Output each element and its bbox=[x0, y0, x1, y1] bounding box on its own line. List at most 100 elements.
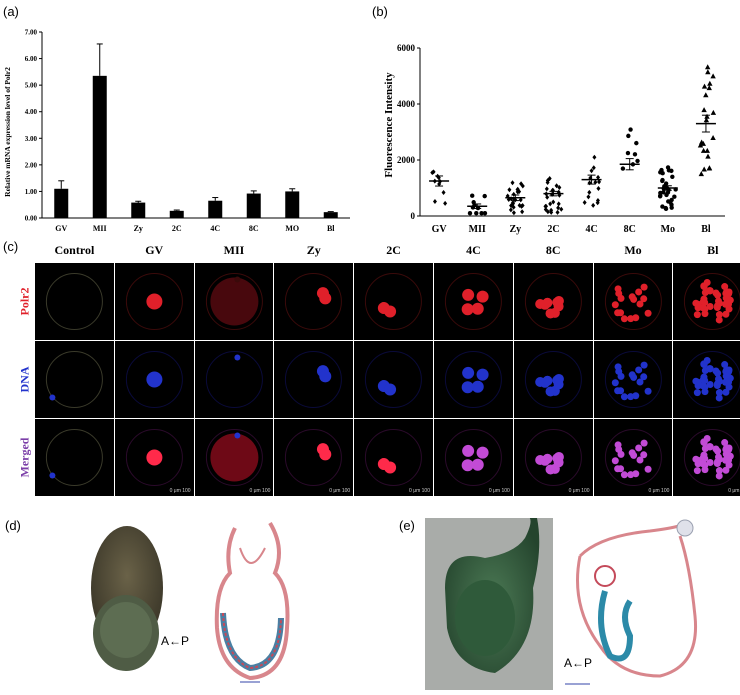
section-d-svg bbox=[214, 521, 290, 683]
point-Zy bbox=[520, 203, 525, 209]
nucleus bbox=[722, 466, 730, 474]
point-MII bbox=[479, 211, 484, 216]
y-tick-label-a: 3.00 bbox=[25, 135, 38, 143]
x-tick-label-8C: 8C bbox=[624, 224, 636, 235]
bar-Zy bbox=[131, 202, 146, 218]
x-tick-label-Zy: Zy bbox=[509, 224, 521, 235]
column-header-mo: Mo bbox=[624, 243, 642, 257]
nucleus bbox=[694, 311, 702, 319]
panel-label-b: (b) bbox=[372, 4, 388, 19]
nucleus bbox=[716, 467, 724, 475]
nucleus bbox=[628, 293, 636, 301]
image-cell-dna-gv bbox=[114, 341, 194, 418]
point-Zy bbox=[510, 180, 515, 186]
cell-svg bbox=[524, 273, 582, 330]
nucleus bbox=[628, 449, 636, 457]
nucleus bbox=[716, 311, 724, 319]
oocyte-outline bbox=[604, 351, 662, 408]
point-Bl bbox=[707, 80, 713, 86]
cell-svg bbox=[684, 273, 740, 330]
scatter-chart-b: 0 2000 4000 6000 GV MII Zy 2C 4C 8C Mo Bl Fluoresce… bbox=[383, 43, 725, 235]
image-cell-dna-2c bbox=[354, 341, 433, 418]
nucleus bbox=[714, 291, 722, 299]
cell-svg bbox=[45, 273, 103, 330]
point-Mo bbox=[658, 190, 663, 196]
y-tick-label-a: 0.00 bbox=[25, 215, 38, 223]
oocyte-outline bbox=[365, 273, 423, 330]
point-GV bbox=[443, 200, 448, 206]
point-2C bbox=[545, 194, 550, 200]
point-Mo bbox=[669, 197, 674, 203]
nucleus bbox=[462, 366, 475, 379]
nucleus bbox=[461, 303, 474, 316]
point-4C bbox=[592, 154, 597, 160]
point-MII bbox=[470, 193, 475, 198]
oocyte-outline bbox=[125, 429, 183, 486]
image-cell-merged-control bbox=[35, 419, 114, 496]
point-Mo bbox=[672, 194, 677, 199]
nucleus bbox=[209, 277, 258, 326]
nucleus bbox=[49, 472, 56, 479]
point-Zy bbox=[511, 201, 516, 207]
nucleus bbox=[461, 381, 474, 394]
nucleus bbox=[209, 433, 258, 482]
oocyte-outline bbox=[604, 273, 662, 330]
oocyte-outline bbox=[524, 273, 582, 330]
x-tick-label-Mo: Mo bbox=[661, 224, 675, 235]
point-GV bbox=[441, 189, 446, 195]
nucleus bbox=[146, 293, 163, 310]
column-header-control: Control bbox=[54, 243, 95, 257]
point-Bl bbox=[706, 85, 712, 91]
point-Zy bbox=[511, 204, 516, 210]
scale-bar-label: 0 μm 100 bbox=[329, 488, 351, 494]
nucleus bbox=[617, 372, 625, 380]
x-tick-label-GV: GV bbox=[55, 224, 67, 233]
point-2C bbox=[543, 203, 548, 209]
bar-4C bbox=[208, 200, 223, 218]
nucleus bbox=[701, 310, 709, 318]
image-cell-polr2-bl bbox=[673, 263, 740, 340]
point-4C bbox=[587, 189, 592, 195]
nucleus bbox=[636, 456, 644, 464]
nucleus bbox=[694, 467, 702, 475]
point-Zy bbox=[511, 191, 516, 197]
nucleus bbox=[319, 292, 332, 305]
scale-bar-label: 0 μm 100 bbox=[249, 488, 271, 494]
oocyte-outline bbox=[205, 273, 263, 330]
nucleus bbox=[462, 288, 475, 301]
oocyte-outline bbox=[444, 429, 502, 486]
point-2C bbox=[556, 201, 561, 207]
image-cell-dna-mo bbox=[593, 341, 673, 418]
oocyte-outline bbox=[444, 351, 502, 408]
nucleus bbox=[639, 295, 647, 303]
section-image-d bbox=[195, 518, 305, 686]
nucleus bbox=[611, 457, 619, 465]
oocyte-outline bbox=[524, 351, 582, 408]
scale-bar-label: 0 μm 100 bbox=[409, 488, 430, 494]
oocyte-outline bbox=[365, 351, 423, 408]
panel-label-d: (d) bbox=[5, 518, 21, 533]
point-Bl bbox=[704, 113, 710, 119]
point-4C bbox=[596, 174, 601, 180]
nucleus bbox=[626, 315, 634, 323]
point-Bl bbox=[701, 166, 707, 172]
nucleus bbox=[614, 441, 622, 449]
point-Zy bbox=[518, 197, 523, 203]
column-header-8c: 8C bbox=[545, 243, 561, 257]
point-2C bbox=[559, 206, 564, 212]
orientation-label-e: A←P bbox=[564, 656, 593, 670]
nucleus bbox=[639, 451, 647, 459]
nucleus bbox=[725, 383, 733, 391]
bar-MII bbox=[92, 75, 107, 218]
image-cell-dna-mii bbox=[194, 341, 274, 418]
oocyte-outline bbox=[365, 429, 423, 486]
image-cell-polr2-mii bbox=[194, 263, 274, 340]
nucleus bbox=[476, 446, 489, 459]
x-tick-label-MII: MII bbox=[93, 224, 107, 233]
nucleus bbox=[613, 465, 621, 473]
x-tick-label-2C: 2C bbox=[547, 224, 559, 235]
bar-2C bbox=[169, 210, 184, 218]
nucleus bbox=[534, 454, 545, 465]
point-Bl bbox=[704, 64, 711, 70]
nucleus bbox=[725, 456, 733, 464]
